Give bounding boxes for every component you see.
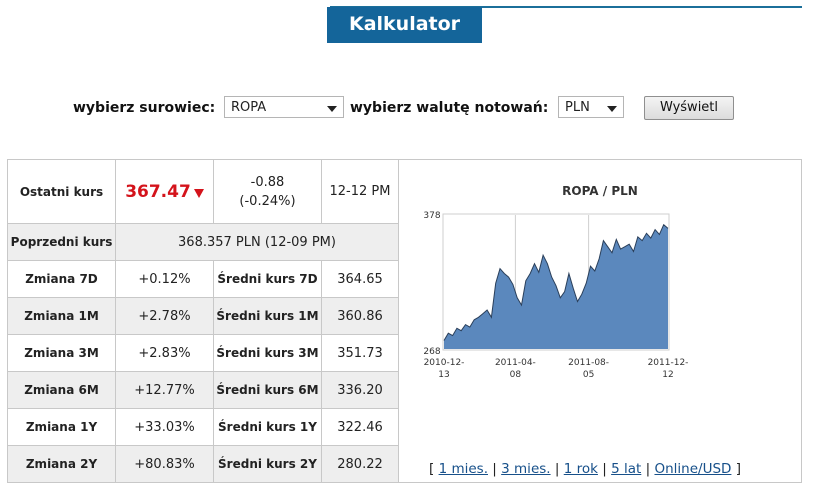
average-value: 360.86 [321,297,399,335]
chevron-down-icon [327,106,337,112]
table-row: Zmiana 6M +12.77% Średni kurs 6M 336.20 [7,371,399,409]
last-quote-label: Ostatni kurs [7,159,116,224]
change-label: Zmiana 1Y [7,408,116,446]
y-tick-max: 378 [423,211,440,221]
change-value: +33.03% [115,408,214,446]
last-quote-row: Ostatni kurs 367.47 -0.88 (-0.24%) 12-12… [7,159,399,224]
table-row: Zmiana 1M +2.78% Średni kurs 1M 360.86 [7,297,399,335]
change-value: +80.83% [115,445,214,483]
x-tick-label: 12 [662,370,673,380]
link-1-year[interactable]: 1 rok [563,461,598,477]
change-label: Zmiana 7D [7,260,116,298]
period-links: [ 1 mies. | 3 mies. | 1 rok | 5 lat | On… [429,461,741,477]
x-tick-label: 2010-12- [424,358,465,368]
average-value: 280.22 [321,445,399,483]
show-button[interactable]: Wyświetl [644,96,734,120]
change-percent: (-0.24%) [239,193,296,209]
average-value: 336.20 [321,371,399,409]
change-label: Zmiana 2Y [7,445,116,483]
link-1-month[interactable]: 1 mies. [438,461,488,477]
quote-time: 12-12 PM [321,159,399,224]
average-label: Średni kurs 1M [213,297,322,335]
table-row: Zmiana 2Y +80.83% Średni kurs 2Y 280.22 [7,445,399,483]
currency-select[interactable]: PLN [558,96,624,118]
quote-table: Ostatni kurs 367.47 -0.88 (-0.24%) 12-12… [7,159,399,483]
link-separator: | [602,461,607,477]
page-title: Kalkulator [327,7,482,43]
average-label: Średni kurs 2Y [213,445,322,483]
average-value: 322.46 [321,408,399,446]
table-row: Zmiana 7D +0.12% Średni kurs 7D 364.65 [7,260,399,298]
average-label: Średni kurs 7D [213,260,322,298]
link-5-years[interactable]: 5 lat [611,461,642,477]
average-label: Średni kurs 1Y [213,408,322,446]
change-absolute: -0.88 [250,174,285,190]
y-tick-min: 268 [423,347,440,357]
link-separator: | [492,461,497,477]
average-label: Średni kurs 6M [213,371,322,409]
change-value: +2.83% [115,334,214,372]
bracket-open: [ [429,461,435,477]
series-line [443,223,669,341]
average-value: 351.73 [321,334,399,372]
average-value: 364.65 [321,260,399,298]
previous-quote-value: 368.357 PLN (12-09 PM) [115,223,399,261]
x-tick-label: 08 [510,370,522,380]
change-label: Zmiana 3M [7,334,116,372]
commodity-select-value: ROPA [231,100,267,115]
price-chart: ROPA / PLN 378 268 2010-12-132011-04-082… [423,184,689,380]
link-separator: | [645,461,651,477]
bracket-close: ] [735,461,741,477]
average-label: Średni kurs 3M [213,334,322,372]
change-label: Zmiana 6M [7,371,116,409]
previous-quote-row: Poprzedni kurs 368.357 PLN (12-09 PM) [7,223,399,261]
change-value: +2.78% [115,297,214,335]
link-3-months[interactable]: 3 mies. [501,461,551,477]
x-tick-label: 2011-12- [648,358,689,368]
title-rule [330,6,802,8]
link-online-usd[interactable]: Online/USD [654,461,732,477]
x-tick-label: 2011-04- [495,358,536,368]
x-axis-ticks: 2010-12- 13 2011-04- 08 2011-08- 05 2011-12- 12 [424,358,689,380]
change-label: Zmiana 1M [7,297,116,335]
previous-quote-label: Poprzedni kurs [7,223,116,261]
x-tick-label: 2011-08- [568,358,609,368]
currency-select-value: PLN [565,100,590,115]
x-tick-label: 13 [438,370,449,380]
change-value: +12.77% [115,371,214,409]
chart-title: ROPA / PLN [562,184,638,198]
commodity-label: wybierz surowiec: [73,100,216,116]
last-quote-cell: 367.47 [115,159,214,224]
chevron-down-icon [607,106,617,112]
change-cell: -0.88 (-0.24%) [213,159,322,224]
currency-label: wybierz walutę notowań: [350,100,549,116]
arrow-down-icon [193,188,204,198]
commodity-select[interactable]: ROPA [224,96,344,118]
last-quote-value: 367.47 [125,181,191,202]
table-row: Zmiana 1Y +33.03% Średni kurs 1Y 322.46 [7,408,399,446]
selection-form: wybierz surowiec: ROPA wybierz walutę no… [0,96,816,122]
link-separator: | [554,461,560,477]
x-tick-label: 05 [583,370,594,380]
change-value: +0.12% [115,260,214,298]
table-row: Zmiana 3M +2.83% Średni kurs 3M 351.73 [7,334,399,372]
